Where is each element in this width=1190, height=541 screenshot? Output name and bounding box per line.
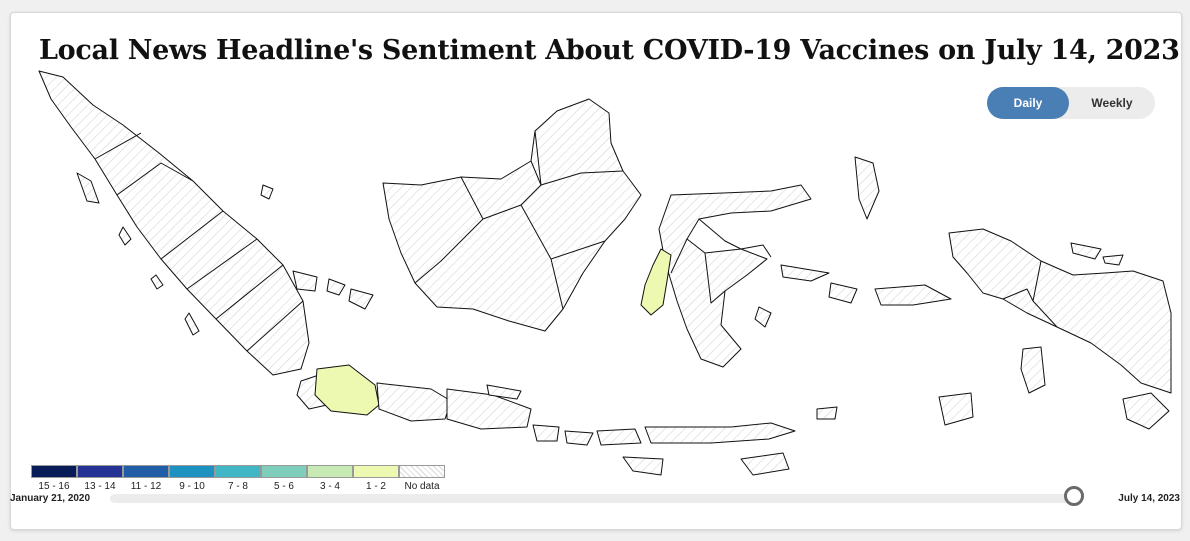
region-papua — [948, 228, 1172, 394]
legend-label: 1 - 2 — [365, 481, 386, 492]
region-central-java — [376, 382, 452, 422]
legend-label: 11 - 12 — [130, 481, 162, 492]
legend-label: 9 - 10 — [179, 481, 205, 492]
legend-swatch — [123, 465, 169, 478]
legend-swatch — [215, 465, 261, 478]
indonesia-map — [38, 70, 1172, 476]
legend-swatch — [353, 465, 399, 478]
map-title: Local News Headline's Sentiment About CO… — [39, 35, 1180, 66]
legend-swatch — [399, 465, 445, 478]
legend-label: 3 - 4 — [319, 481, 340, 492]
legend-label: 13 - 14 — [84, 481, 116, 492]
weekly-button[interactable]: Weekly — [1091, 96, 1133, 110]
legend-swatch — [31, 465, 77, 478]
legend-swatch — [307, 465, 353, 478]
color-legend: 15 - 16 13 - 14 11 - 12 9 - 10 7 - 8 5 - 6 3 -… — [31, 465, 445, 492]
daily-button[interactable]: Daily — [987, 87, 1069, 119]
region-west-sulawesi — [640, 248, 672, 316]
map-card: Local News Headline's Sentiment About CO… — [10, 12, 1182, 530]
legend-label: 15 - 16 — [38, 481, 70, 492]
region-kalimantan — [382, 98, 642, 332]
legend-label: 5 - 6 — [273, 481, 294, 492]
legend-label: No data — [404, 481, 440, 492]
region-west-java — [314, 364, 380, 416]
slider-end-date: July 14, 2023 — [1118, 493, 1180, 504]
legend-swatch — [169, 465, 215, 478]
slider-start-date: January 21, 2020 — [10, 493, 91, 504]
date-slider-track[interactable] — [110, 494, 1070, 503]
legend-label: 7 - 8 — [227, 481, 248, 492]
legend-swatch — [261, 465, 307, 478]
legend-swatch — [77, 465, 123, 478]
date-slider-handle[interactable] — [1064, 486, 1084, 506]
region-sulawesi — [658, 184, 812, 368]
daily-weekly-toggle[interactable]: Daily Weekly — [987, 87, 1155, 119]
region-sumatra — [38, 70, 310, 376]
